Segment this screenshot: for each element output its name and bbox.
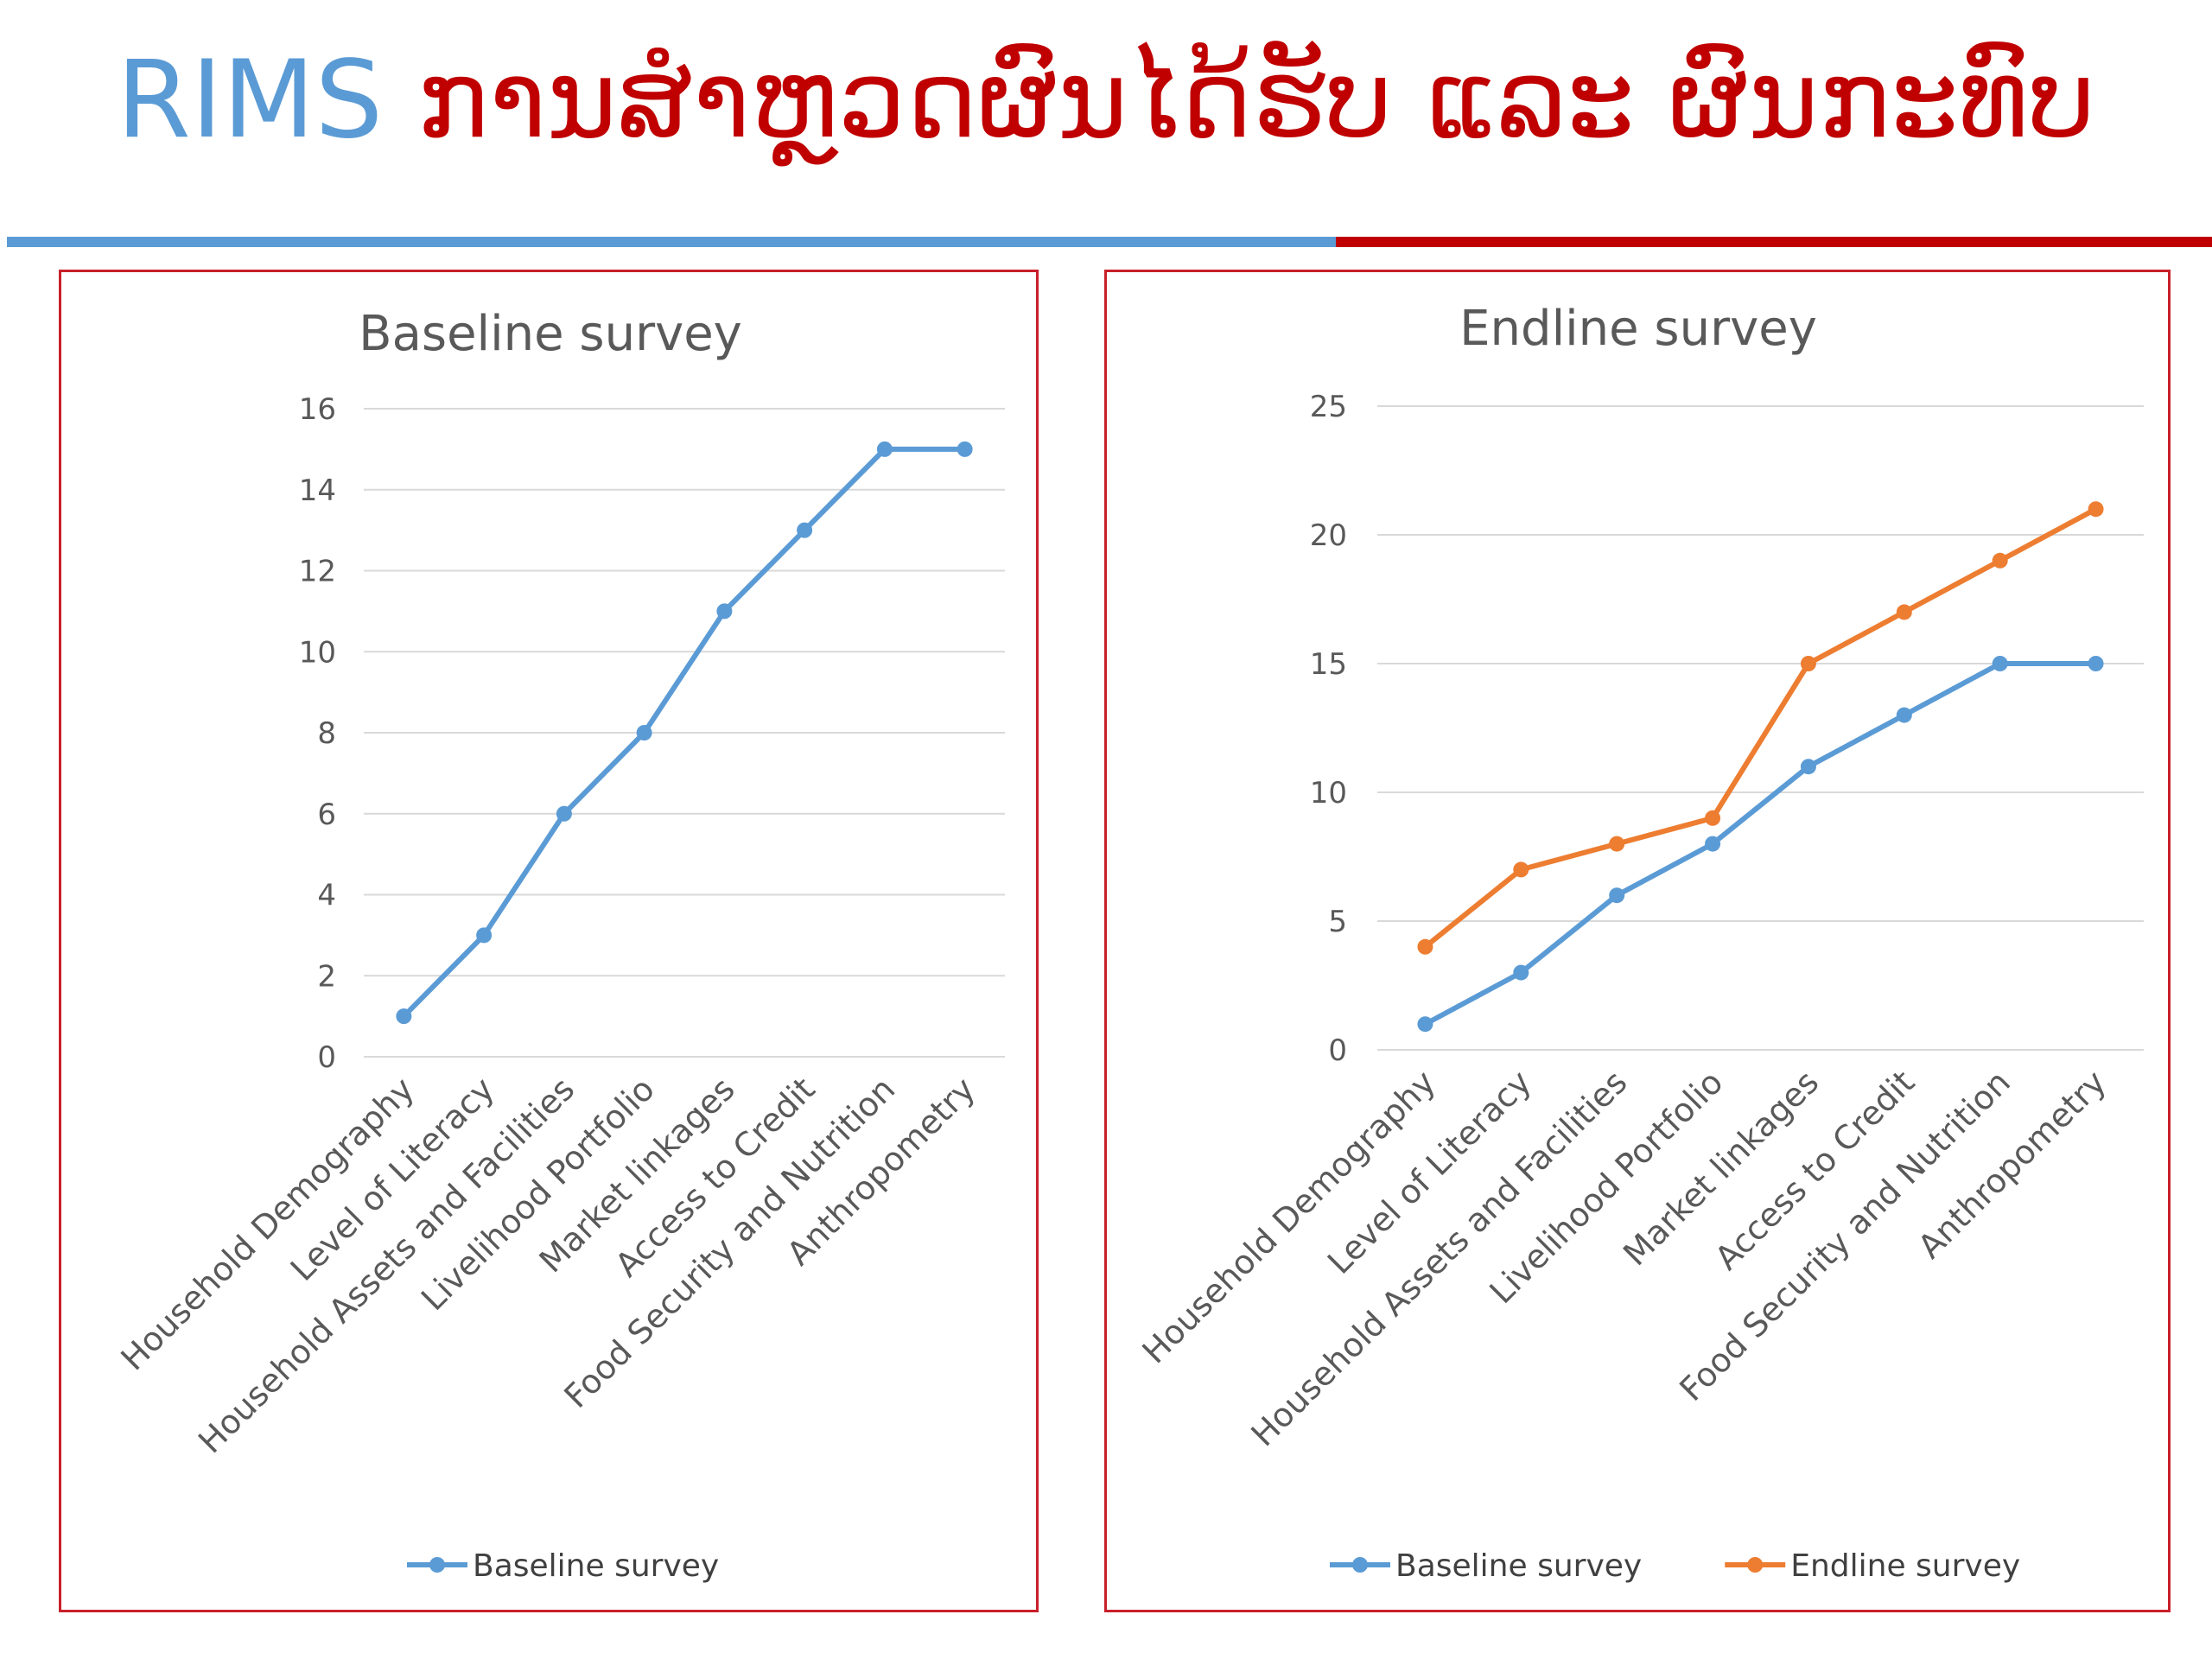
y-tick-label-10: 10 (299, 635, 336, 670)
chart-title: Endline survey (1459, 301, 1817, 357)
legend-label-endline-survey: Endline survey (1790, 1548, 2020, 1584)
series-line-endline-survey (1423, 506, 2097, 950)
data-point-baseline-survey-4 (1800, 759, 1816, 775)
y-tick-label-14: 14 (299, 474, 336, 508)
y-tick-label-4: 4 (317, 879, 336, 913)
title-prefix: RIMS (116, 38, 384, 162)
data-point-endline-survey-0 (1417, 938, 1433, 955)
title-underline-red (1336, 237, 2212, 247)
y-tick-label-15: 15 (1310, 647, 1347, 682)
data-point-endline-survey-4 (1800, 656, 1816, 671)
y-tick-label-20: 20 (1310, 518, 1347, 553)
data-point-endline-survey-6 (1992, 552, 2008, 569)
data-point-endline-survey-2 (1609, 836, 1625, 852)
data-point-endline-survey-3 (1705, 810, 1721, 826)
y-tick-label-25: 25 (1310, 390, 1347, 424)
data-point-baseline-survey-5 (797, 522, 813, 538)
data-point-baseline-survey-6 (1992, 656, 2008, 671)
y-tick-label-6: 6 (317, 798, 336, 832)
data-point-baseline-survey-7 (957, 441, 973, 457)
y-tick-label-16: 16 (299, 392, 336, 427)
legend-marker-endline-survey (1747, 1557, 1764, 1573)
slide-title: RIMS ການສຳຫຼວດຜົນໄດ້ຮັບ ແລະ ຜົນກະທົບ (0, 41, 2212, 159)
data-point-baseline-survey-1 (476, 927, 493, 944)
x-tick-label-household-assets-and-facilities: Household Assets and Facilities (1243, 1063, 1634, 1453)
legend-label-baseline-survey: Baseline survey (1395, 1548, 1642, 1584)
data-point-baseline-survey-4 (716, 603, 733, 620)
data-point-baseline-survey-6 (876, 441, 893, 457)
data-point-baseline-survey-5 (1896, 707, 1912, 723)
data-point-baseline-survey-2 (556, 805, 572, 822)
y-tick-label-5: 5 (1328, 905, 1347, 939)
y-tick-label-2: 2 (317, 959, 336, 994)
legend-marker-baseline-survey (1352, 1557, 1368, 1573)
endline-chart-panel: Endline survey 0 5 10 15 20 25 Household Demogr… (1104, 270, 2171, 1612)
title-main: ການສຳຫຼວດຜົນໄດ້ຮັບ ແລະ ຜົນກະທົບ (416, 38, 2096, 162)
y-tick-label-0: 0 (317, 1040, 336, 1075)
chart-title: Baseline survey (359, 306, 742, 362)
data-point-baseline-survey-3 (1705, 836, 1721, 852)
data-point-baseline-survey-3 (636, 725, 652, 741)
baseline-line-chart: Baseline survey 0 2 4 6 8 10 12 14 16 Household De… (113, 306, 1005, 1584)
data-point-baseline-survey-1 (1513, 964, 1529, 981)
data-point-baseline-survey-0 (1417, 1016, 1433, 1033)
data-point-baseline-survey-7 (2088, 656, 2104, 671)
x-tick-label-household-demography: Household Demography (113, 1070, 421, 1377)
data-point-endline-survey-7 (2088, 501, 2104, 518)
legend-label-baseline-survey: Baseline survey (473, 1548, 719, 1584)
title-underline-blue (7, 237, 1336, 247)
y-tick-label-8: 8 (317, 716, 336, 751)
legend-marker-baseline-survey (429, 1557, 445, 1573)
data-point-endline-survey-1 (1513, 861, 1529, 878)
y-tick-label-10: 10 (1310, 776, 1347, 810)
data-point-baseline-survey-0 (396, 1008, 412, 1025)
y-tick-label-12: 12 (299, 555, 336, 589)
series-line-baseline-survey (1424, 661, 2096, 1027)
data-point-baseline-survey-2 (1609, 887, 1625, 904)
series-line-baseline-survey (402, 446, 965, 1019)
data-point-endline-survey-5 (1896, 604, 1912, 620)
baseline-chart-panel: Baseline survey 0 2 4 6 8 10 12 14 16 Household De… (59, 270, 1039, 1612)
y-tick-label-0: 0 (1328, 1033, 1347, 1068)
